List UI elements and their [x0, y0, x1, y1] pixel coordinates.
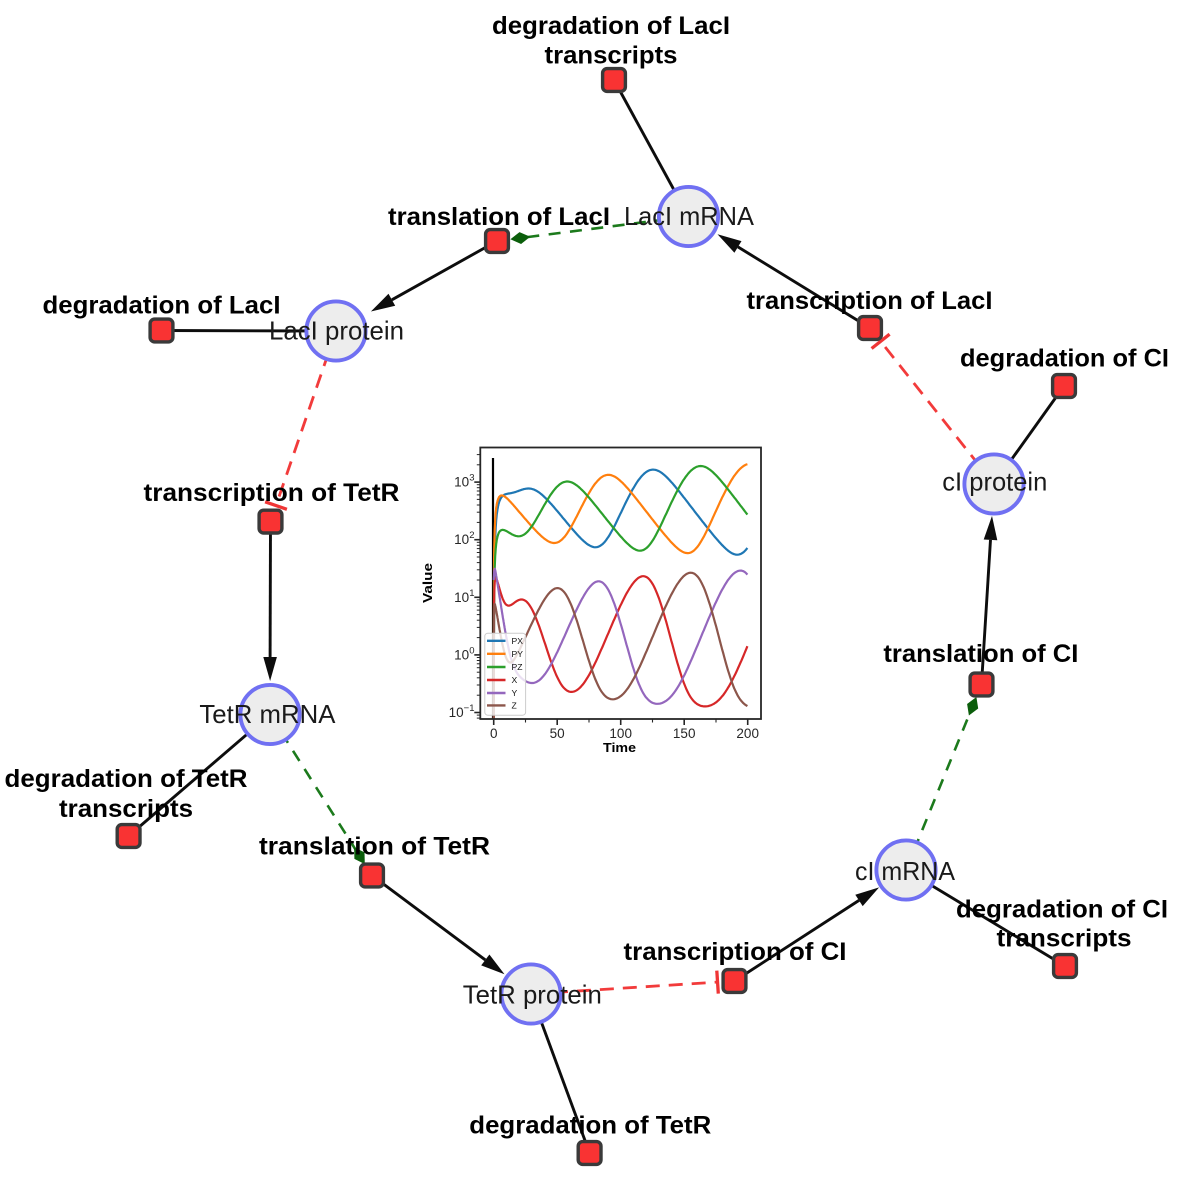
svg-text:transcription of CI: transcription of CI [624, 938, 847, 966]
svg-text:translation of LacI: translation of LacI [388, 203, 610, 231]
svg-text:degradation of LacI: degradation of LacI [492, 12, 730, 40]
svg-text:degradation of LacI: degradation of LacI [43, 292, 281, 320]
svg-text:degradation of CI: degradation of CI [960, 345, 1169, 373]
svg-text:transcripts: transcripts [997, 925, 1132, 953]
svg-text:degradation of CI: degradation of CI [956, 896, 1168, 924]
svg-text:cI mRNA: cI mRNA [855, 856, 956, 886]
svg-text:transcripts: transcripts [545, 42, 678, 70]
svg-text:TetR protein: TetR protein [463, 980, 602, 1010]
svg-text:0: 0 [490, 726, 498, 741]
svg-text:degradation of TetR: degradation of TetR [469, 1111, 711, 1139]
svg-text:50: 50 [550, 726, 565, 741]
svg-text:Value: Value [420, 563, 435, 603]
svg-text:100: 100 [609, 726, 632, 741]
svg-text:200: 200 [736, 726, 759, 741]
svg-text:Y: Y [512, 688, 518, 698]
svg-text:transcription of LacI: transcription of LacI [747, 287, 993, 315]
svg-text:LacI protein: LacI protein [269, 316, 404, 346]
svg-text:Time: Time [603, 740, 636, 755]
svg-text:PX: PX [512, 636, 524, 646]
svg-text:PZ: PZ [512, 662, 523, 672]
svg-text:translation of CI: translation of CI [883, 640, 1078, 668]
svg-text:X: X [512, 675, 518, 685]
svg-text:LacI mRNA: LacI mRNA [624, 201, 755, 231]
svg-text:transcripts: transcripts [59, 795, 193, 823]
svg-text:Z: Z [512, 701, 517, 711]
svg-text:PY: PY [512, 649, 524, 659]
svg-text:degradation of TetR: degradation of TetR [5, 765, 248, 793]
svg-text:transcription of TetR: transcription of TetR [144, 479, 400, 507]
svg-text:150: 150 [673, 726, 696, 741]
svg-text:TetR mRNA: TetR mRNA [199, 699, 336, 729]
svg-text:translation of TetR: translation of TetR [259, 833, 490, 861]
svg-text:cI protein: cI protein [942, 467, 1047, 497]
